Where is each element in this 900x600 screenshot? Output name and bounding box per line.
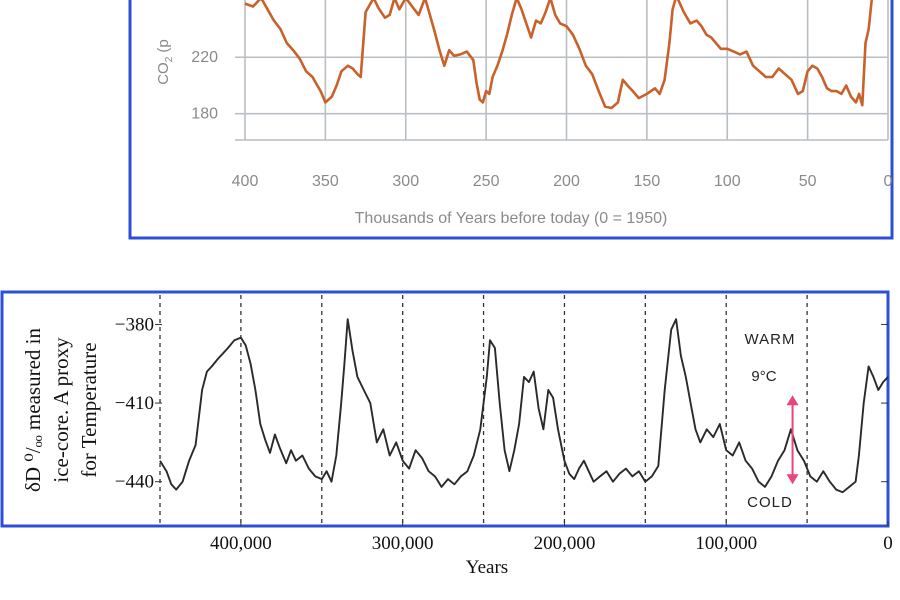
deuterium-x-tick-label: 100,000 xyxy=(695,533,757,554)
deuterium-y-axis: −380 −410 −440 xyxy=(115,314,888,493)
temperature-range-annotation: WARM 9°C COLD xyxy=(745,331,799,511)
co2-y-axis-label-suffix: (p xyxy=(155,39,172,57)
deuterium-x-tick-label: 300,000 xyxy=(372,533,434,554)
co2-x-tick-label: 300 xyxy=(392,173,419,190)
co2-y-axis-label-subscript: 2 xyxy=(164,56,175,62)
co2-y-axis: 180 220 xyxy=(191,49,218,122)
co2-y-axis-label-prefix: CO xyxy=(155,62,172,85)
deuterium-y-tick-label: −380 xyxy=(115,314,154,335)
temperature-delta-label: 9°C xyxy=(751,368,776,385)
deuterium-x-axis: 400,000 300,000 200,000 100,000 0 xyxy=(210,521,893,554)
warm-label: WARM xyxy=(745,331,796,348)
co2-x-tick-label: 0 xyxy=(884,173,893,190)
co2-x-axis-label: Thousands of Years before today (0 = 195… xyxy=(355,210,668,227)
arrow-head-down-icon xyxy=(786,474,799,485)
deuterium-chart-frame xyxy=(0,290,890,528)
deuterium-x-tick-label: 200,000 xyxy=(534,533,596,554)
arrow-head-up-icon xyxy=(786,395,799,406)
deuterium-chart: −380 −410 −440 400,000 300,000 200,000 100,00… xyxy=(0,290,893,554)
co2-y-axis-label: CO2 (p xyxy=(155,39,175,85)
co2-x-tick-label: 100 xyxy=(714,173,741,190)
co2-x-tick-label: 200 xyxy=(553,173,580,190)
deuterium-y-axis-label-line-1: δD ⁰/ₒₒ measured in xyxy=(21,328,45,492)
deuterium-series-line xyxy=(159,318,889,494)
co2-grid xyxy=(235,0,889,141)
co2-x-tick-label: 50 xyxy=(799,173,817,190)
cold-label: COLD xyxy=(747,494,793,511)
deuterium-y-axis-label-line-3: for Temperature xyxy=(77,342,101,477)
co2-series-line xyxy=(244,0,874,110)
deuterium-x-axis-label: Years xyxy=(466,557,508,578)
co2-x-axis: 400 350 300 250 200 150 100 50 0 xyxy=(232,173,893,190)
deuterium-y-axis-label-line-2: ice-core. A proxy xyxy=(49,337,73,483)
co2-x-tick-label: 350 xyxy=(312,173,339,190)
co2-chart-frame xyxy=(128,0,894,240)
co2-y-tick-label: 180 xyxy=(191,106,218,123)
co2-chart: 180 220 400 350 300 250 200 150 100 50 0 CO2 (p T… xyxy=(128,0,894,240)
deuterium-y-tick-label: −410 xyxy=(115,393,154,414)
co2-x-tick-label: 250 xyxy=(473,173,500,190)
co2-x-tick-label: 400 xyxy=(232,173,259,190)
deuterium-y-tick-label: −440 xyxy=(115,472,154,493)
co2-y-tick-label: 220 xyxy=(191,49,218,66)
deuterium-x-tick-label: 0 xyxy=(883,533,893,554)
deuterium-x-tick-label: 400,000 xyxy=(210,533,272,554)
co2-x-tick-label: 150 xyxy=(634,173,661,190)
